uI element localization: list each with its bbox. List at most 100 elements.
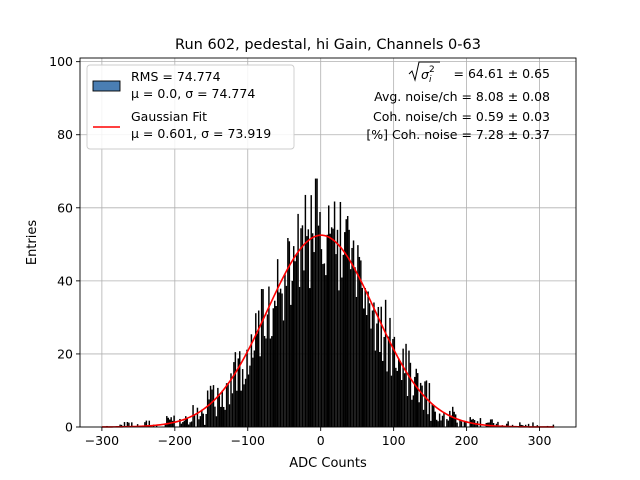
histogram-bar	[217, 387, 219, 427]
histogram-bar	[475, 422, 477, 427]
histogram-bar	[209, 385, 212, 427]
histogram-bar	[239, 351, 241, 427]
histogram-bar	[119, 424, 121, 427]
histogram-bar	[224, 409, 226, 427]
histogram-bar	[519, 422, 521, 427]
histogram-bar	[306, 236, 308, 427]
histogram-bar	[279, 288, 282, 427]
histogram-bar	[189, 422, 191, 427]
histogram-bar	[322, 264, 324, 427]
legend-fit-stats: μ = 0.601, σ = 73.919	[131, 126, 271, 141]
coh-noise-percent-text: [%] Coh. noise = 7.28 ± 0.37	[366, 127, 550, 142]
histogram-bar	[441, 415, 444, 427]
histogram-bar	[333, 201, 336, 427]
histogram-bar	[230, 373, 232, 427]
histogram-bar	[123, 422, 126, 427]
histogram-bar	[428, 383, 431, 427]
histogram-bar	[313, 252, 315, 427]
histogram-bar	[370, 328, 372, 427]
histogram-bar	[166, 416, 168, 427]
histogram-bar	[155, 425, 158, 427]
histogram-bar	[392, 339, 394, 427]
histogram-bar	[361, 287, 364, 427]
histogram-bar	[256, 333, 258, 427]
histogram-bar	[373, 302, 375, 427]
histogram-bar	[339, 201, 342, 427]
x-tick-label: 200	[455, 433, 479, 448]
histogram-bar	[459, 420, 461, 427]
histogram-bar	[196, 407, 199, 427]
y-axis-label: Entries	[25, 220, 40, 266]
histogram-bar	[416, 373, 419, 427]
histogram-bar	[497, 421, 499, 427]
y-tick-label: 20	[57, 346, 73, 361]
histogram-bar	[357, 245, 359, 427]
x-tick-label: −200	[158, 433, 192, 448]
x-tick-label: −100	[231, 433, 265, 448]
histogram-bar	[450, 415, 452, 427]
histogram-bar	[202, 413, 204, 427]
histogram-bar	[365, 315, 368, 427]
histogram-bar	[262, 289, 264, 427]
histogram-bar	[218, 395, 221, 427]
histogram-bar	[360, 260, 362, 427]
histogram-bar	[434, 411, 436, 427]
histogram-bar	[190, 421, 193, 427]
histogram-bar	[421, 385, 423, 427]
histogram-bar	[319, 212, 321, 427]
histogram-bar	[492, 423, 495, 427]
histogram-bar	[406, 396, 409, 427]
histogram-bar	[438, 413, 441, 427]
histogram-bar	[173, 415, 175, 427]
histogram-bars	[106, 178, 555, 427]
histogram-bar	[276, 259, 279, 427]
histogram-bar	[335, 254, 337, 427]
histogram-bar	[437, 421, 439, 427]
histogram-bar	[309, 288, 311, 427]
histogram-bar	[505, 423, 508, 427]
histogram-bar	[128, 422, 130, 427]
histogram-bar	[145, 420, 148, 427]
histogram-bar	[233, 362, 235, 427]
histogram-bar	[399, 360, 401, 427]
coh-noise-text: Coh. noise/ch = 0.59 ± 0.03	[373, 109, 550, 124]
histogram-bar	[131, 422, 133, 427]
histogram-bar	[243, 384, 245, 427]
histogram-bar	[228, 404, 231, 427]
histogram-bar	[231, 393, 234, 427]
histogram-bar	[355, 296, 358, 427]
histogram-bar	[342, 254, 345, 427]
histogram-bar	[409, 362, 412, 427]
histogram-bar	[186, 418, 188, 427]
histogram-bar	[405, 343, 407, 427]
histogram-bar	[311, 233, 314, 427]
histogram-bar	[253, 350, 256, 427]
histogram-bar	[396, 370, 399, 427]
histogram-bar	[206, 390, 209, 427]
histogram-bar	[412, 395, 415, 427]
histogram-bar	[290, 304, 292, 427]
histogram-bar	[368, 303, 371, 427]
histogram-bar	[384, 299, 387, 427]
histogram-bar	[431, 404, 434, 427]
histogram-bar	[183, 420, 186, 427]
histogram-bar	[314, 178, 317, 427]
histogram-bar	[179, 418, 181, 427]
histogram-bar	[446, 419, 448, 427]
histogram-bar	[393, 336, 396, 427]
histogram-bar	[266, 314, 269, 427]
histogram-bar	[376, 323, 378, 427]
y-axis-ticks: 0 20 40 60 80 100	[49, 54, 80, 435]
histogram-bar	[294, 261, 296, 427]
histogram-bar	[358, 256, 361, 427]
histogram-bar	[164, 424, 167, 427]
histogram-bar	[214, 406, 216, 427]
histogram-bar	[398, 358, 400, 427]
histogram-bar	[489, 419, 492, 427]
histogram-bar	[552, 424, 555, 427]
histogram-bar	[246, 349, 248, 427]
histogram-bar	[278, 292, 280, 427]
sqrt-sigma-symbol: σ 2 i	[408, 61, 440, 85]
histogram-bar	[260, 289, 263, 427]
x-tick-label: 300	[528, 433, 552, 448]
